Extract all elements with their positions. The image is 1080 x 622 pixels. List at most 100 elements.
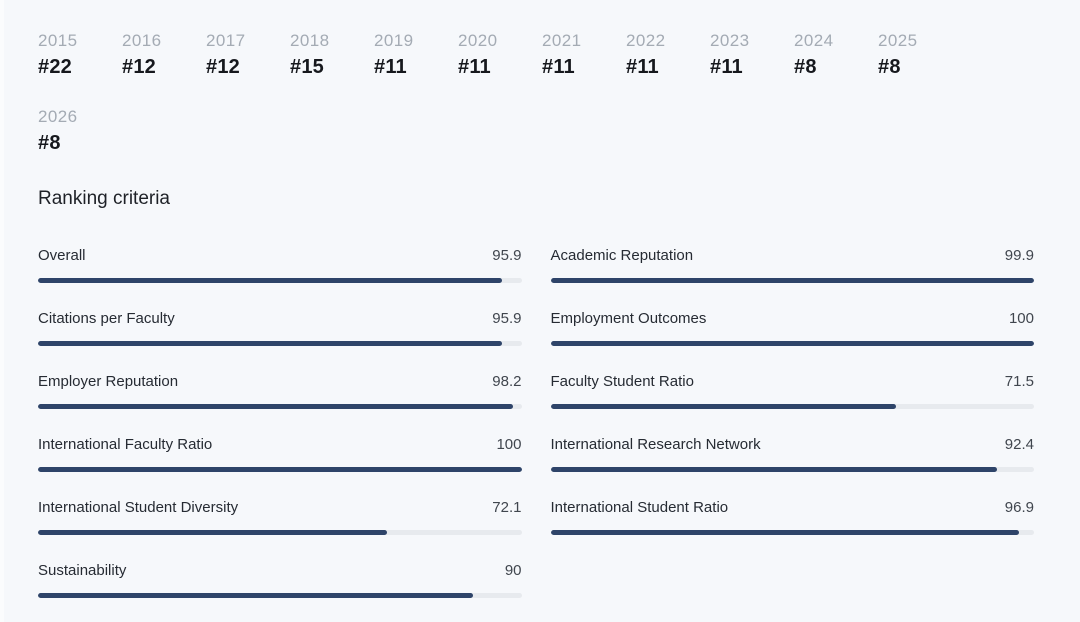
rank-history-rank: #12 (206, 56, 240, 78)
criteria-label: International Faculty Ratio (38, 436, 213, 453)
progress-bar-fill (38, 341, 502, 346)
rank-history-item: 2023 #11 (710, 30, 794, 80)
criteria-value: 100 (496, 436, 522, 453)
progress-bar-fill (38, 530, 387, 535)
criteria-row: International Student Ratio 96.9 (550, 498, 1035, 535)
rank-history-item: 2022 #11 (626, 30, 710, 80)
criteria-row: Employer Reputation 98.2 (38, 372, 522, 409)
rank-history: 2015 #22 2016 #12 2017 #12 2018 #15 2019… (38, 30, 990, 156)
progress-bar-fill (38, 593, 474, 598)
rank-history-item: 2018 #15 (290, 30, 374, 80)
criteria-row: Employment Outcomes 100 (550, 309, 1034, 346)
rank-history-rank: #8 (878, 56, 901, 78)
rank-history-year: 2015 (38, 31, 78, 50)
criteria-label: Faculty Student Ratio (550, 373, 694, 390)
rank-history-year: 2024 (794, 31, 834, 50)
rank-history-year: 2025 (878, 31, 918, 50)
rank-history-year: 2023 (710, 31, 750, 50)
criteria-row: International Faculty Ratio 100 (38, 435, 522, 472)
rank-history-rank: #8 (38, 132, 61, 154)
rank-history-item: 2021 #11 (542, 30, 626, 80)
rank-history-rank: #12 (122, 56, 156, 78)
progress-bar-fill (550, 404, 897, 409)
rank-history-year: 2020 (458, 31, 498, 50)
rank-history-rank: #15 (290, 56, 324, 78)
criteria-row: Overall 95.9 (38, 246, 522, 283)
criteria-label: Employment Outcomes (550, 310, 707, 327)
criteria-label: Academic Reputation (550, 247, 694, 264)
rank-history-item: 2015 #22 (38, 30, 122, 80)
criteria-label: Overall (38, 247, 86, 264)
criteria-value: 100 (1008, 310, 1034, 327)
progress-bar-track (550, 278, 1034, 283)
rank-history-year: 2026 (38, 107, 78, 126)
ranking-criteria-grid: Overall 95.9 Citations per Faculty 95.9 … (38, 246, 1034, 598)
criteria-row-header: Faculty Student Ratio 71.5 (551, 372, 1035, 392)
criteria-row-header: International Faculty Ratio 100 (38, 435, 522, 455)
rank-history-rank: #11 (626, 56, 659, 78)
rank-history-year: 2022 (626, 31, 666, 50)
progress-bar-track (550, 341, 1034, 346)
progress-bar-track (38, 467, 522, 472)
criteria-row: International Research Network 92.4 (550, 435, 1035, 472)
criteria-column: Overall 95.9 Citations per Faculty 95.9 … (38, 246, 522, 598)
criteria-label: International Student Ratio (550, 499, 729, 516)
rank-history-item: 2016 #12 (122, 30, 206, 80)
rank-history-year: 2019 (374, 31, 414, 50)
rank-history-item: 2026 #8 (38, 106, 122, 156)
rank-history-item: 2019 #11 (374, 30, 458, 80)
rank-history-item: 2024 #8 (794, 30, 878, 80)
criteria-row-header: International Research Network 92.4 (551, 435, 1035, 455)
rank-history-year: 2016 (122, 31, 162, 50)
criteria-value: 92.4 (1004, 436, 1034, 453)
ranking-criteria-heading: Ranking criteria (38, 188, 170, 209)
rank-history-rank: #11 (710, 56, 743, 78)
criteria-row: Academic Reputation 99.9 (550, 246, 1035, 283)
rank-history-rank: #11 (458, 56, 491, 78)
criteria-value: 71.5 (1004, 373, 1034, 390)
progress-bar-fill (38, 278, 502, 283)
progress-bar-fill (550, 530, 1019, 535)
criteria-column: Academic Reputation 99.9 Employment Outc… (550, 246, 1035, 598)
progress-bar-fill (38, 404, 513, 409)
progress-bar-fill (550, 341, 1034, 346)
progress-bar-track (38, 341, 522, 346)
criteria-label: International Research Network (550, 436, 761, 453)
progress-bar-track (550, 404, 1034, 409)
rank-history-rank: #11 (542, 56, 575, 78)
criteria-row-header: International Student Diversity 72.1 (38, 498, 522, 518)
progress-bar-track (38, 593, 522, 598)
criteria-row: Citations per Faculty 95.9 (38, 309, 522, 346)
rank-history-year: 2021 (542, 31, 582, 50)
criteria-value: 98.2 (492, 373, 522, 390)
progress-bar-track (550, 467, 1034, 472)
criteria-label: International Student Diversity (38, 499, 239, 516)
rank-history-rank: #11 (374, 56, 407, 78)
left-edge-strip (0, 0, 4, 622)
criteria-row-header: International Student Ratio 96.9 (551, 498, 1035, 518)
progress-bar-track (38, 278, 522, 283)
criteria-label: Sustainability (38, 562, 127, 579)
criteria-row: Faculty Student Ratio 71.5 (550, 372, 1035, 409)
progress-bar-track (38, 404, 522, 409)
rank-history-rank: #22 (38, 56, 72, 78)
progress-bar-fill (550, 278, 1034, 283)
university-ranking-panel: 2015 #22 2016 #12 2017 #12 2018 #15 2019… (38, 30, 1034, 598)
rank-history-item: 2025 #8 (878, 30, 962, 80)
criteria-value: 95.9 (492, 247, 522, 264)
progress-bar-fill (550, 467, 998, 472)
criteria-value: 72.1 (492, 499, 522, 516)
rank-history-year: 2017 (206, 31, 246, 50)
criteria-value: 96.9 (1004, 499, 1034, 516)
criteria-row-header: Academic Reputation 99.9 (551, 246, 1035, 266)
criteria-value: 90 (504, 562, 522, 579)
criteria-row: Sustainability 90 (38, 561, 522, 598)
criteria-row-header: Employer Reputation 98.2 (38, 372, 522, 392)
rank-history-item: 2017 #12 (206, 30, 290, 80)
criteria-label: Employer Reputation (38, 373, 179, 390)
criteria-row-header: Sustainability 90 (38, 561, 522, 581)
criteria-value: 95.9 (492, 310, 522, 327)
progress-bar-track (38, 530, 522, 535)
progress-bar-fill (38, 467, 522, 472)
progress-bar-track (550, 530, 1034, 535)
